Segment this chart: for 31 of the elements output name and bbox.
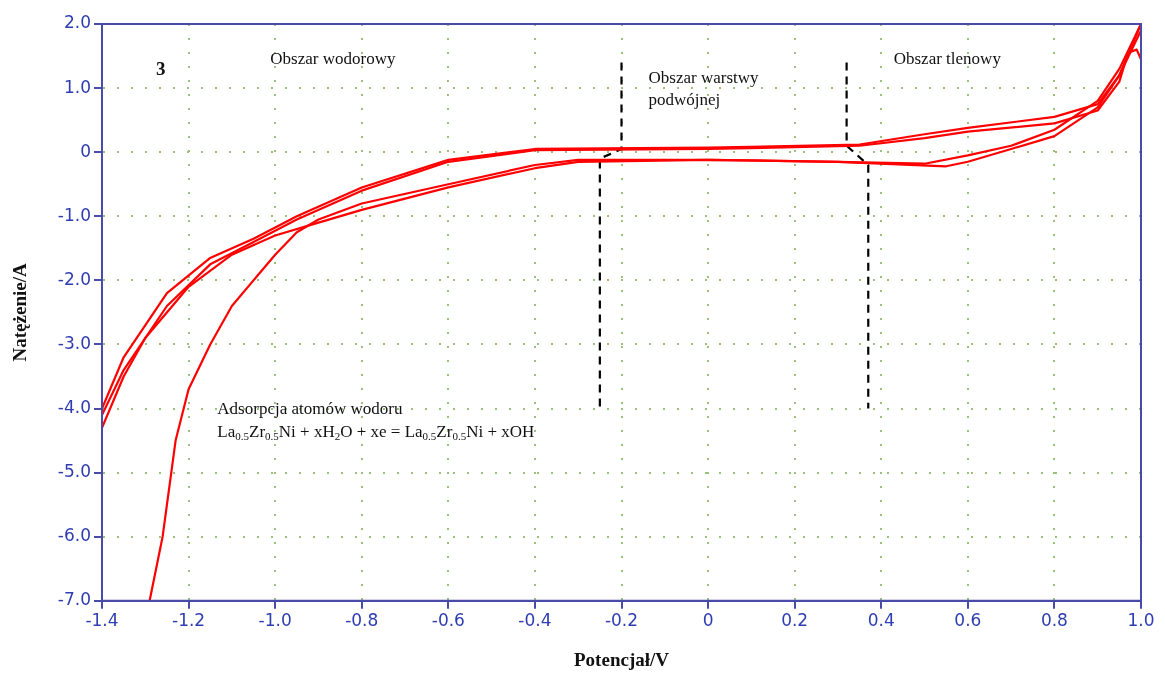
y-axis-title: Natężenie/A	[9, 263, 31, 362]
annotation: Obszar warstwy podwójnej	[648, 67, 760, 109]
x-tick-label: -0.6	[431, 610, 465, 631]
x-tick-label: 1.0	[1127, 610, 1155, 631]
y-tick-label: -1.0	[57, 204, 91, 225]
y-tick-label: -6.0	[57, 525, 91, 546]
x-tick-label: -0.4	[518, 610, 552, 631]
annotation: 3	[156, 58, 166, 80]
y-tick-label: -2.0	[57, 268, 91, 289]
x-tick-label: 0.6	[954, 610, 982, 631]
y-tick-label: 0	[80, 140, 91, 161]
y-tick-label: 2.0	[63, 12, 91, 33]
x-tick-label: 0.8	[1040, 610, 1068, 631]
x-axis-title: Potencjał/V	[574, 648, 670, 670]
y-tick-label: 1.0	[63, 76, 91, 97]
y-tick-label: -3.0	[57, 332, 91, 353]
x-tick-label: 0.4	[867, 610, 895, 631]
x-tick-label: 0	[702, 610, 714, 631]
y-tick-label: -4.0	[57, 396, 91, 417]
x-tick-label: -0.8	[345, 610, 379, 631]
annotation: Adsorpcja atomów wodoru	[217, 398, 403, 418]
y-tick-label: -5.0	[57, 461, 91, 482]
x-tick-label: -0.2	[604, 610, 639, 631]
x-tick-label: 0.2	[781, 610, 809, 631]
x-tick-label: -1.2	[172, 610, 206, 631]
text: La0.5Zr0.5Ni + xH2O + xe = La0.5Zr0.5Ni + xOH	[217, 422, 535, 442]
x-tick-label: -1.4	[85, 610, 119, 631]
annotation: Obszar tlenowy	[893, 49, 1002, 69]
x-tick-label: -1.0	[258, 610, 292, 631]
annotation: Obszar wodorowy	[270, 49, 396, 69]
y-tick-label: -7.0	[57, 589, 91, 610]
